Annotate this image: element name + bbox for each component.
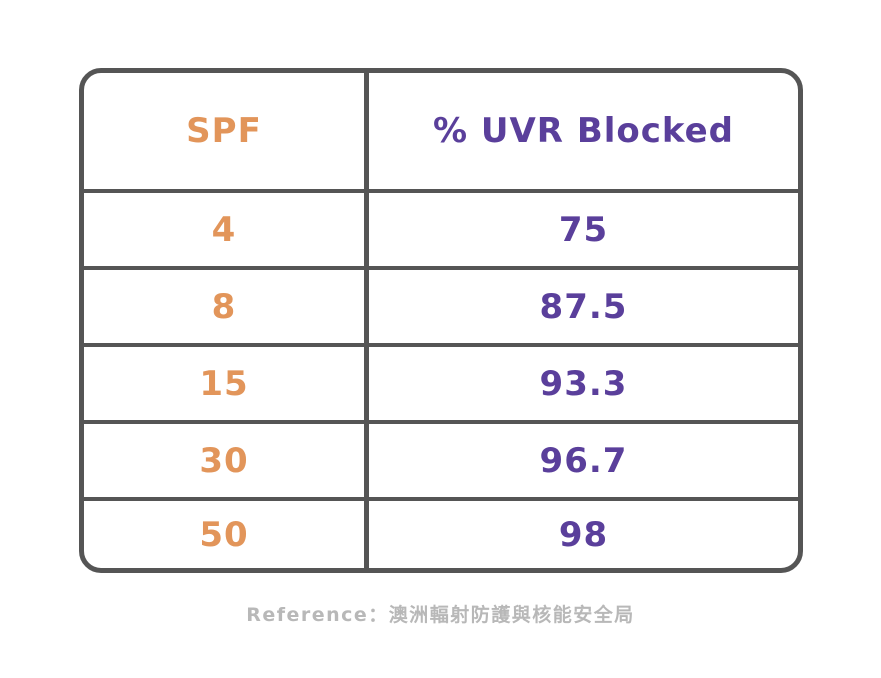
table-row: 30 96.7 <box>84 424 798 497</box>
table-row: 4 75 <box>84 193 798 266</box>
column-divider <box>364 73 369 568</box>
spf-value: 30 <box>199 440 249 481</box>
spf-value: 50 <box>199 514 249 555</box>
uvr-value: 93.3 <box>539 363 628 404</box>
spf-value: 4 <box>211 209 237 250</box>
table-row: 15 93.3 <box>84 347 798 420</box>
row-divider <box>84 343 798 347</box>
spf-value: 8 <box>211 286 237 327</box>
row-divider <box>84 266 798 270</box>
spf-table: SPF % UVR Blocked 4 75 8 87.5 15 93.3 30… <box>79 68 803 573</box>
row-divider <box>84 420 798 424</box>
reference-note: Reference：澳洲輻射防護與核能安全局 <box>246 604 635 626</box>
table-row: 8 87.5 <box>84 270 798 343</box>
uvr-value: 98 <box>558 514 609 555</box>
uvr-value: 75 <box>558 209 609 250</box>
uvr-value: 96.7 <box>539 440 628 481</box>
row-divider <box>84 189 798 193</box>
row-divider <box>84 497 798 501</box>
spf-value: 15 <box>199 363 249 404</box>
table-header-row: SPF % UVR Blocked <box>84 73 798 189</box>
table-row: 50 98 <box>84 501 798 568</box>
header-uvr-blocked: % UVR Blocked <box>432 111 735 151</box>
uvr-value: 87.5 <box>539 286 628 327</box>
header-spf: SPF <box>186 111 262 151</box>
